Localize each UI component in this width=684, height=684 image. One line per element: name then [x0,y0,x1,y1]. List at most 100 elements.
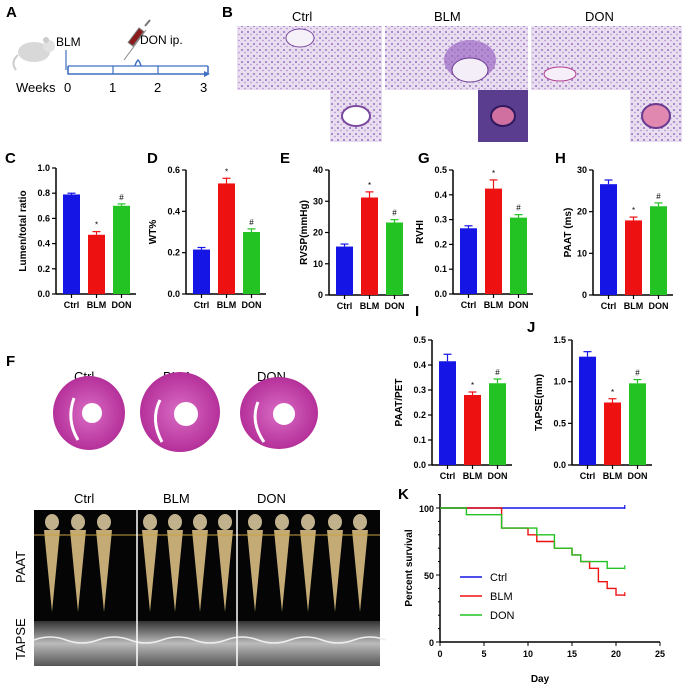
bar-chart-c: C 0.0 0.2 0.4 0.6 0.8 1.0 Lumen/total ratio Ctrl… [5,150,136,310]
treatment-bracket [67,58,209,75]
y-tick-label: 0.5 [434,165,447,175]
x-tick-label: Ctrl [461,300,477,310]
significance-marker: * [225,167,228,176]
y-tick-label: 0.0 [553,460,566,470]
significance-marker: * [492,169,495,178]
y-tick-label: 0.0 [434,289,447,299]
x-tick-label: 25 [655,649,665,659]
doppler-image [34,510,380,621]
y-tick-label: 0.2 [434,239,447,249]
y-tick-label: 0.1 [413,435,426,445]
bar-ctrl [439,361,456,465]
weeks-label: Weeks [16,80,56,95]
bar-ctrl [63,194,80,294]
y-axis-label: RVHI [415,220,426,244]
bar-don [243,232,260,294]
histology-label-don: DON [585,9,614,24]
panel-label-a: A [6,4,17,21]
doppler-waveform [193,514,207,530]
mmode-label: TAPSE [13,618,28,660]
x-tick-label: DON [112,300,132,310]
panel-label-c: C [5,150,16,167]
y-tick-label: 100 [419,504,434,514]
survival-curve-blm [440,507,625,596]
doppler-waveform [70,530,86,612]
bar-don [113,205,130,294]
y-tick-label: 20 [577,207,587,217]
bar-chart-h: H 0 10 20 30 PAAT (ms) Ctrl * BLM # DON [555,150,673,311]
doppler-waveform [192,530,208,612]
y-tick-label: 0.2 [37,264,50,274]
y-tick-label: 10 [313,259,323,269]
bar-don [629,383,646,465]
bar-blm [361,197,378,295]
doppler-waveform [248,514,262,530]
y-tick-label: 0.8 [37,188,50,198]
doppler-waveform [97,514,111,530]
y-tick-label: 0.4 [413,360,426,370]
bar-blm [485,188,502,294]
y-tick-label: 10 [577,248,587,258]
doppler-waveform [301,514,315,530]
y-axis-label: Percent survival [404,529,415,606]
y-tick-label: 20 [313,228,323,238]
bar-don [386,222,403,295]
y-tick-label: 0.0 [37,289,50,299]
x-tick-label: Ctrl [440,471,456,481]
x-tick-label: 20 [611,649,621,659]
y-tick-label: 0.0 [413,460,426,470]
y-axis-label: RVSP(mmHg) [299,200,310,265]
significance-marker: * [471,381,474,390]
panel-label-f: F [6,353,15,370]
doppler-waveform [44,530,60,612]
y-tick-label: 0.1 [434,264,447,274]
bar-blm [88,234,105,294]
y-tick-label: 1.0 [37,163,50,173]
significance-marker: # [495,368,500,377]
y-tick-label: 0.2 [413,410,426,420]
survival-chart-k: K 0 50 100 0 5 10 15 20 25 Day Percent survival Ctrl… [398,486,665,684]
significance-marker: # [656,192,661,201]
survival-curve-don [440,507,625,569]
x-tick-label: 5 [481,649,486,659]
bar-chart-i: I 0.0 0.1 0.2 0.3 0.4 0.5 PAAT/PET Ctrl * BLM # DON [394,303,512,481]
significance-marker: * [95,221,98,230]
doppler-waveform [45,514,59,530]
y-tick-label: 40 [313,165,323,175]
y-tick-label: 0 [582,290,587,300]
echo-label-blm: BLM [163,491,190,506]
x-tick-label: BLM [360,301,380,311]
legend-label: DON [490,610,515,622]
significance-marker: * [368,181,371,190]
x-tick-label: 0 [437,649,442,659]
x-tick-label: BLM [624,301,644,311]
y-tick-label: 0.5 [553,418,566,428]
bar-don [510,217,527,294]
panel-label-h: H [555,150,566,167]
doppler-waveform [327,530,343,612]
heart-section-don [240,377,318,449]
y-axis-label: PAAT (ms) [563,208,574,258]
x-tick-label: DON [509,300,529,310]
mouse-icon [12,37,55,71]
week-tick: 1 [109,80,116,95]
bar-chart-e: E 0 10 20 30 40 RVSP(mmHg) Ctrl * BLM # DON [280,150,409,311]
y-tick-label: 0.6 [167,165,180,175]
y-tick-label: 50 [424,571,434,581]
injury-label: BLM [56,35,81,49]
echo-label-don: DON [257,491,286,506]
x-tick-label: Ctrl [194,300,210,310]
x-axis-label: Day [531,674,550,684]
y-tick-label: 0 [318,290,323,300]
doppler-waveform [328,514,342,530]
panel-label-d: D [147,150,158,167]
treatment-label: DON ip. [140,33,183,47]
doppler-waveform [71,514,85,530]
histology-image-don [531,26,682,142]
bar-chart-g: G 0.0 0.1 0.2 0.3 0.4 0.5 RVHI Ctrl * BLM # DON [415,150,533,310]
doppler-waveform [143,514,157,530]
x-tick-label: DON [242,300,262,310]
bar-chart-j: J 0.0 0.5 1.0 1.5 TAPSE(mm) Ctrl * BLM # DON [527,319,652,481]
doppler-label: PAAT [13,551,28,583]
doppler-waveform [274,530,290,612]
